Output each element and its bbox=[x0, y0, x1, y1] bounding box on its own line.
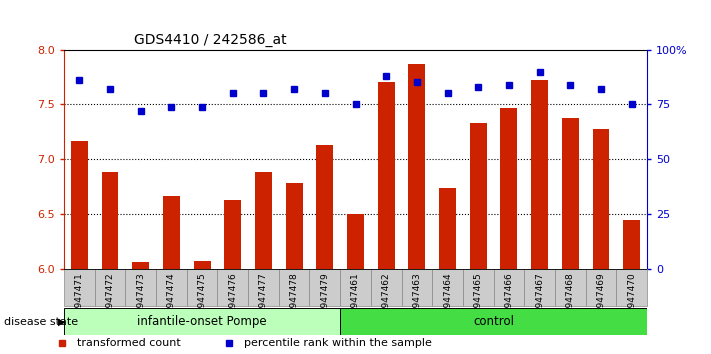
Bar bbox=[624, 219, 640, 269]
Bar bbox=[586, 269, 616, 306]
Bar bbox=[286, 183, 303, 269]
Bar bbox=[432, 269, 463, 306]
Text: GSM947474: GSM947474 bbox=[167, 272, 176, 327]
Text: ▶: ▶ bbox=[58, 317, 66, 327]
Bar bbox=[64, 269, 95, 306]
Text: GSM947469: GSM947469 bbox=[597, 272, 606, 327]
Text: GSM947468: GSM947468 bbox=[566, 272, 574, 327]
Bar bbox=[501, 108, 518, 269]
Text: GSM947478: GSM947478 bbox=[289, 272, 299, 327]
Bar bbox=[340, 308, 647, 335]
Bar bbox=[340, 269, 371, 306]
Bar bbox=[616, 269, 647, 306]
Text: GSM947479: GSM947479 bbox=[321, 272, 329, 327]
Text: GSM947475: GSM947475 bbox=[198, 272, 207, 327]
Bar bbox=[156, 269, 187, 306]
Bar bbox=[347, 214, 364, 269]
Bar bbox=[531, 80, 548, 269]
Bar bbox=[378, 82, 395, 269]
Bar bbox=[132, 262, 149, 269]
Bar bbox=[218, 269, 248, 306]
Text: GSM947472: GSM947472 bbox=[105, 272, 114, 327]
Text: disease state: disease state bbox=[4, 317, 77, 327]
Text: GSM947476: GSM947476 bbox=[228, 272, 237, 327]
Bar bbox=[592, 129, 609, 269]
Bar bbox=[125, 269, 156, 306]
Bar bbox=[279, 269, 309, 306]
Text: control: control bbox=[473, 315, 514, 328]
Bar bbox=[439, 188, 456, 269]
Bar bbox=[95, 269, 125, 306]
Bar bbox=[163, 195, 180, 269]
Bar bbox=[225, 200, 241, 269]
Text: GSM947464: GSM947464 bbox=[443, 272, 452, 327]
Text: infantile-onset Pompe: infantile-onset Pompe bbox=[137, 315, 267, 328]
Bar bbox=[248, 269, 279, 306]
Text: GSM947471: GSM947471 bbox=[75, 272, 84, 327]
Bar bbox=[371, 269, 402, 306]
Bar bbox=[470, 123, 486, 269]
Bar bbox=[408, 64, 425, 269]
Bar bbox=[64, 308, 340, 335]
Bar bbox=[187, 269, 218, 306]
Text: GSM947465: GSM947465 bbox=[474, 272, 483, 327]
Text: GDS4410 / 242586_at: GDS4410 / 242586_at bbox=[134, 33, 287, 47]
Bar bbox=[555, 269, 586, 306]
Text: GSM947463: GSM947463 bbox=[412, 272, 422, 327]
Bar bbox=[309, 269, 340, 306]
Bar bbox=[524, 269, 555, 306]
Bar bbox=[402, 269, 432, 306]
Text: GSM947466: GSM947466 bbox=[504, 272, 513, 327]
Text: percentile rank within the sample: percentile rank within the sample bbox=[244, 338, 432, 348]
Text: GSM947467: GSM947467 bbox=[535, 272, 544, 327]
Text: GSM947473: GSM947473 bbox=[137, 272, 145, 327]
Text: GSM947477: GSM947477 bbox=[259, 272, 268, 327]
Bar bbox=[493, 269, 524, 306]
Bar bbox=[71, 141, 87, 269]
Text: GSM947461: GSM947461 bbox=[351, 272, 360, 327]
Bar bbox=[463, 269, 493, 306]
Bar bbox=[102, 172, 119, 269]
Bar bbox=[316, 145, 333, 269]
Text: GSM947470: GSM947470 bbox=[627, 272, 636, 327]
Bar bbox=[193, 261, 210, 269]
Bar bbox=[562, 118, 579, 269]
Bar bbox=[255, 172, 272, 269]
Text: transformed count: transformed count bbox=[77, 338, 181, 348]
Text: GSM947462: GSM947462 bbox=[382, 272, 390, 327]
